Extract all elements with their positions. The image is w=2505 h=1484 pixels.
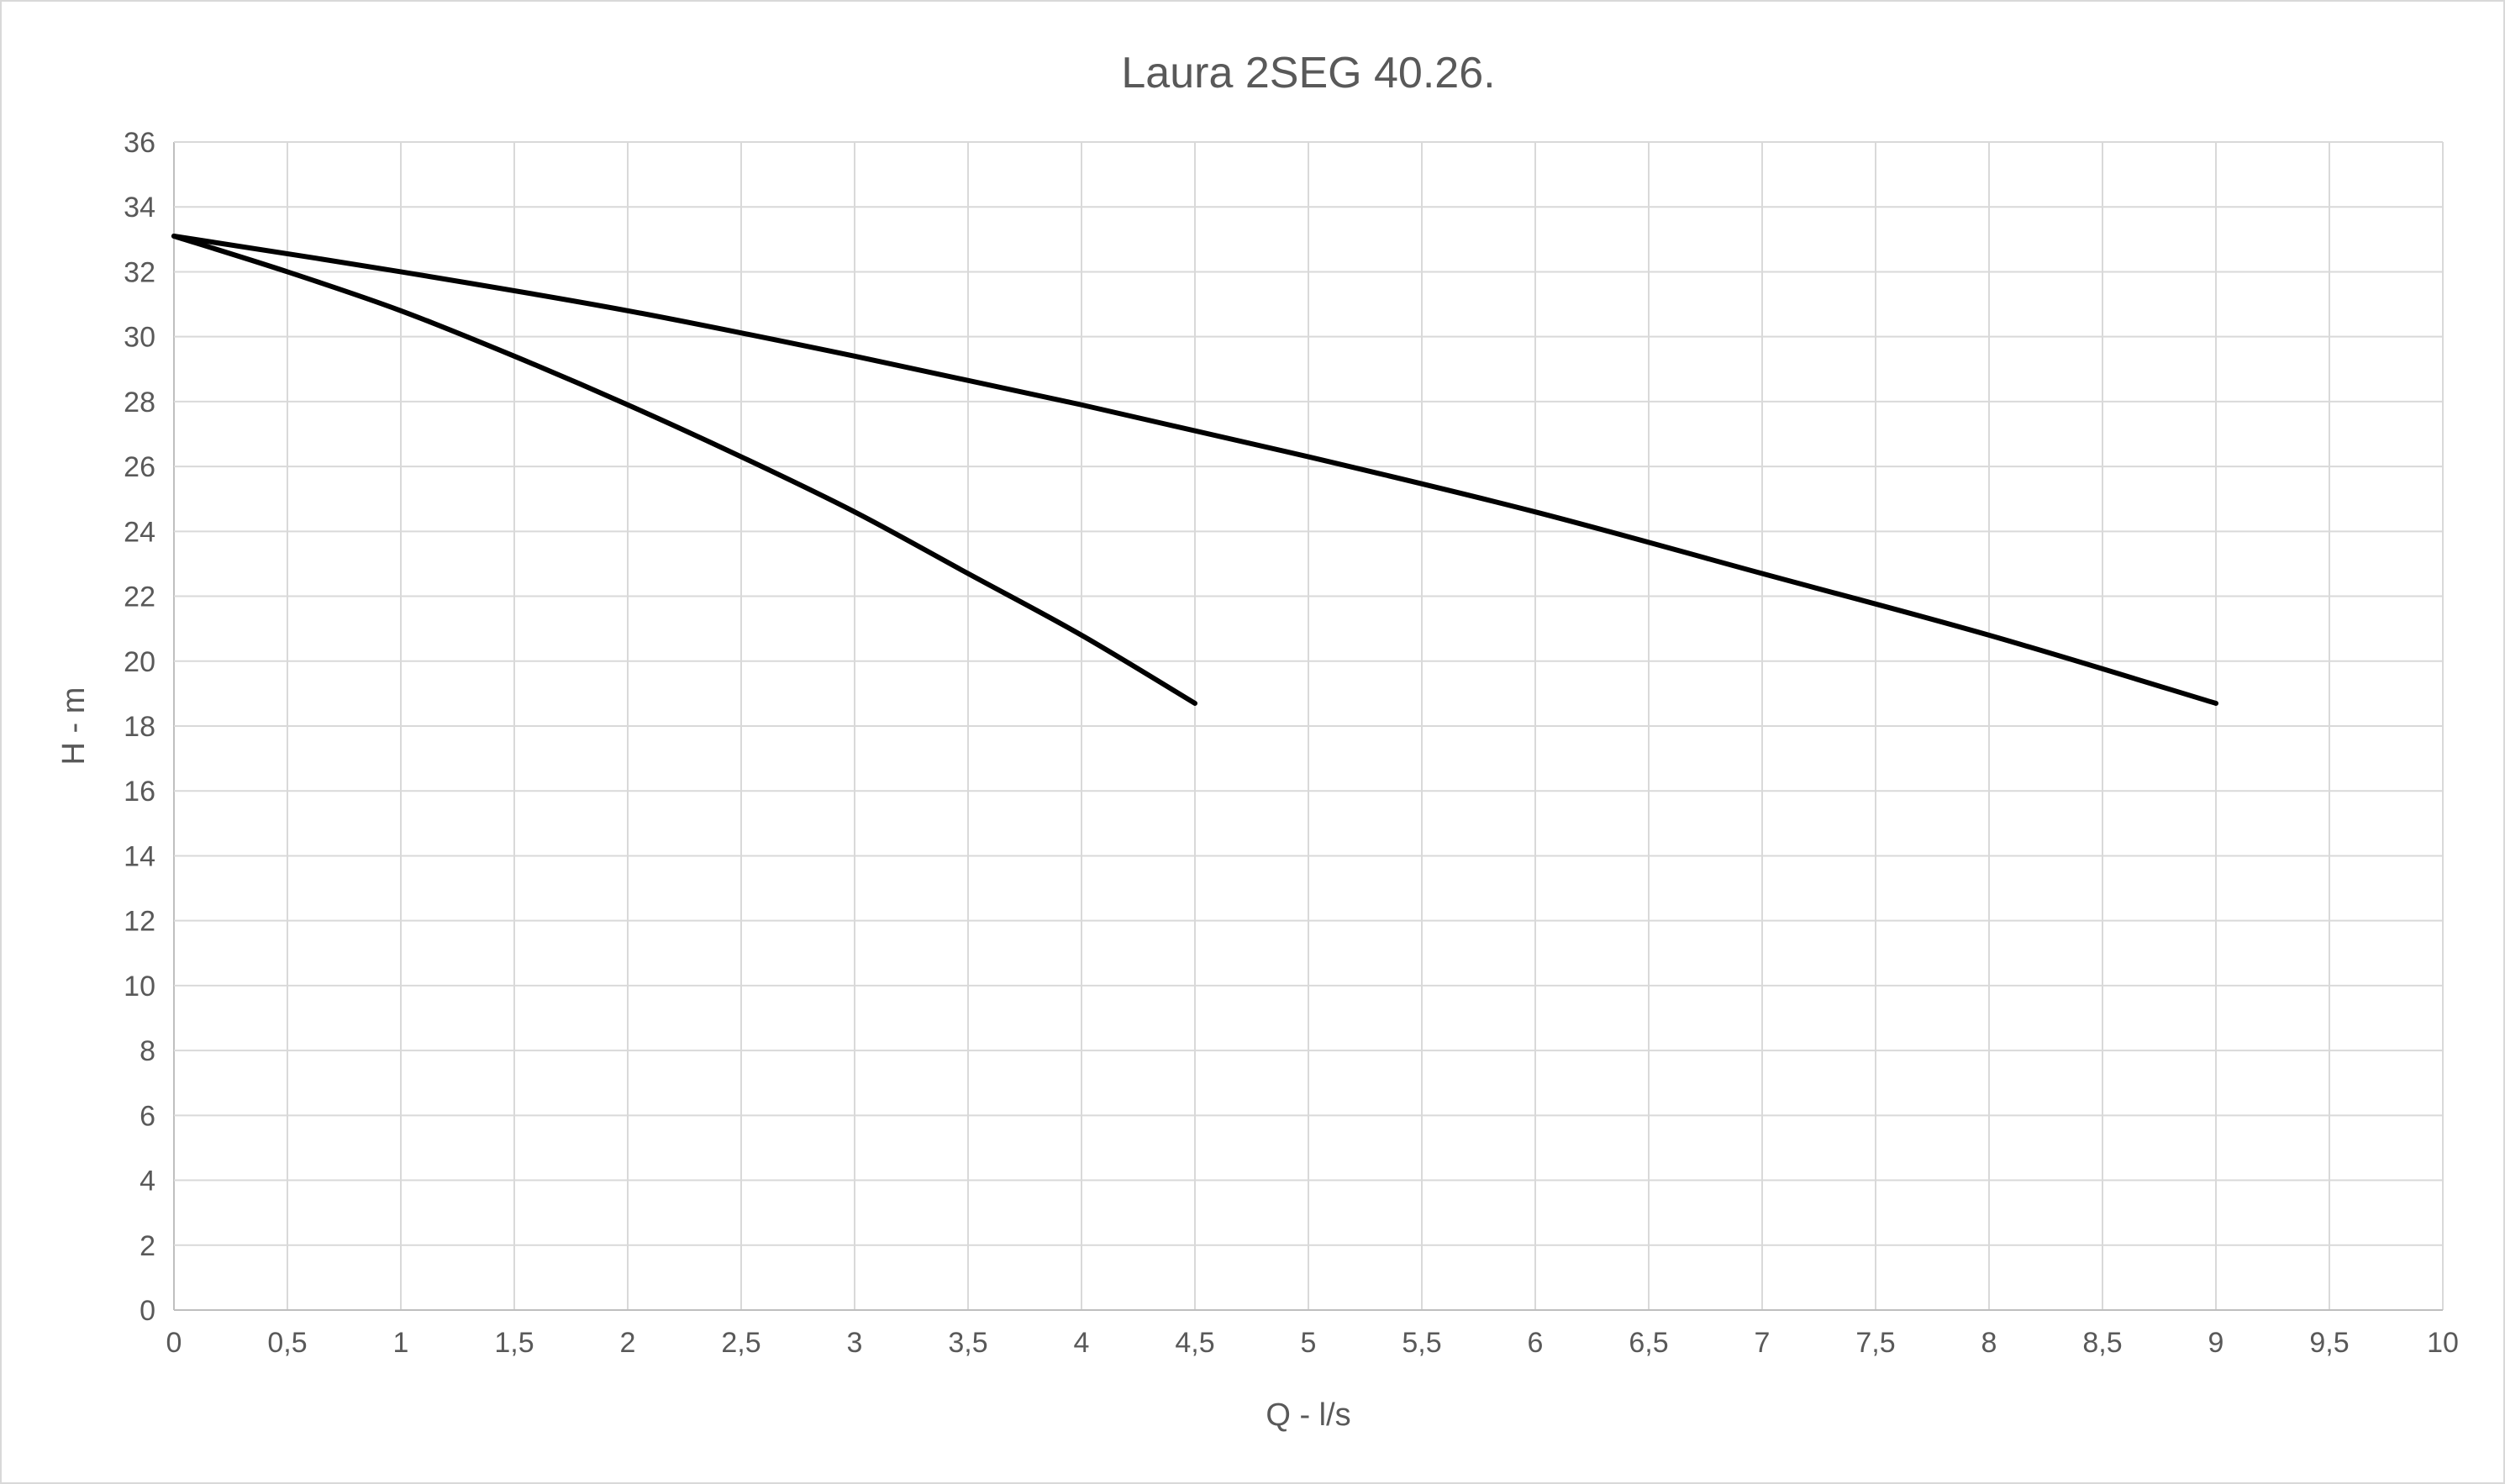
x-tick-label: 8: [1981, 1327, 1997, 1359]
grid: [173, 141, 2444, 1311]
series-lines: [171, 233, 2218, 706]
y-tick-label: 12: [124, 906, 155, 938]
series-line-1: [171, 233, 1197, 706]
series-line-2: [171, 233, 2218, 706]
x-axis-label: Q - l/s: [1266, 1397, 1350, 1433]
x-tick-label: 3,5: [948, 1327, 987, 1359]
y-tick-label: 14: [124, 840, 155, 872]
chart-title: Laura 2SEG 40.26.: [1121, 49, 1495, 97]
x-tick-label: 10: [2427, 1327, 2459, 1359]
y-tick-label: 22: [124, 581, 155, 613]
y-tick-label: 8: [139, 1035, 155, 1067]
x-tick-label: 7: [1755, 1327, 1771, 1359]
x-tick-label: 1: [393, 1327, 409, 1359]
y-tick-label: 30: [124, 322, 155, 354]
y-tick-label: 0: [139, 1295, 155, 1327]
x-tick-label: 7,5: [1855, 1327, 1895, 1359]
y-tick-label: 24: [124, 516, 155, 548]
x-tick-label: 6,5: [1629, 1327, 1668, 1359]
x-tick-label: 9,5: [2309, 1327, 2349, 1359]
x-tick-label: 6: [1528, 1327, 1544, 1359]
y-tick-label: 26: [124, 451, 155, 483]
x-tick-label: 8,5: [2082, 1327, 2122, 1359]
x-tick-label: 0: [166, 1327, 182, 1359]
y-tick-label: 20: [124, 646, 155, 678]
x-tick-label: 2,5: [721, 1327, 760, 1359]
x-tick-label: 9: [2208, 1327, 2224, 1359]
x-tick-label: 5,5: [1402, 1327, 1441, 1359]
y-tick-label: 6: [139, 1100, 155, 1132]
x-tick-label: 1,5: [494, 1327, 534, 1359]
x-tick-label: 5: [1301, 1327, 1317, 1359]
x-tick-label: 3: [847, 1327, 863, 1359]
y-tick-label: 36: [124, 127, 155, 159]
x-tick-label: 4: [1074, 1327, 1090, 1359]
y-tick-label: 10: [124, 971, 155, 1002]
y-tick-label: 4: [139, 1166, 155, 1197]
x-tick-label: 4,5: [1175, 1327, 1214, 1359]
y-tick-label: 2: [139, 1230, 155, 1262]
x-axis-ticks: 0 0,5 1 1,5 2 2,5 3 3,5 4 4,5 5 5,5 6 6,5 7 7,5 8 8,5 9 9,5…: [166, 1327, 2459, 1359]
y-tick-label: 18: [124, 711, 155, 743]
x-tick-label: 2: [620, 1327, 636, 1359]
y-tick-label: 16: [124, 776, 155, 808]
y-tick-label: 32: [124, 256, 155, 288]
x-tick-label: 0,5: [267, 1327, 307, 1359]
y-axis-label: H - m: [56, 687, 92, 766]
y-tick-label: 34: [124, 192, 155, 224]
y-tick-label: 28: [124, 387, 155, 418]
